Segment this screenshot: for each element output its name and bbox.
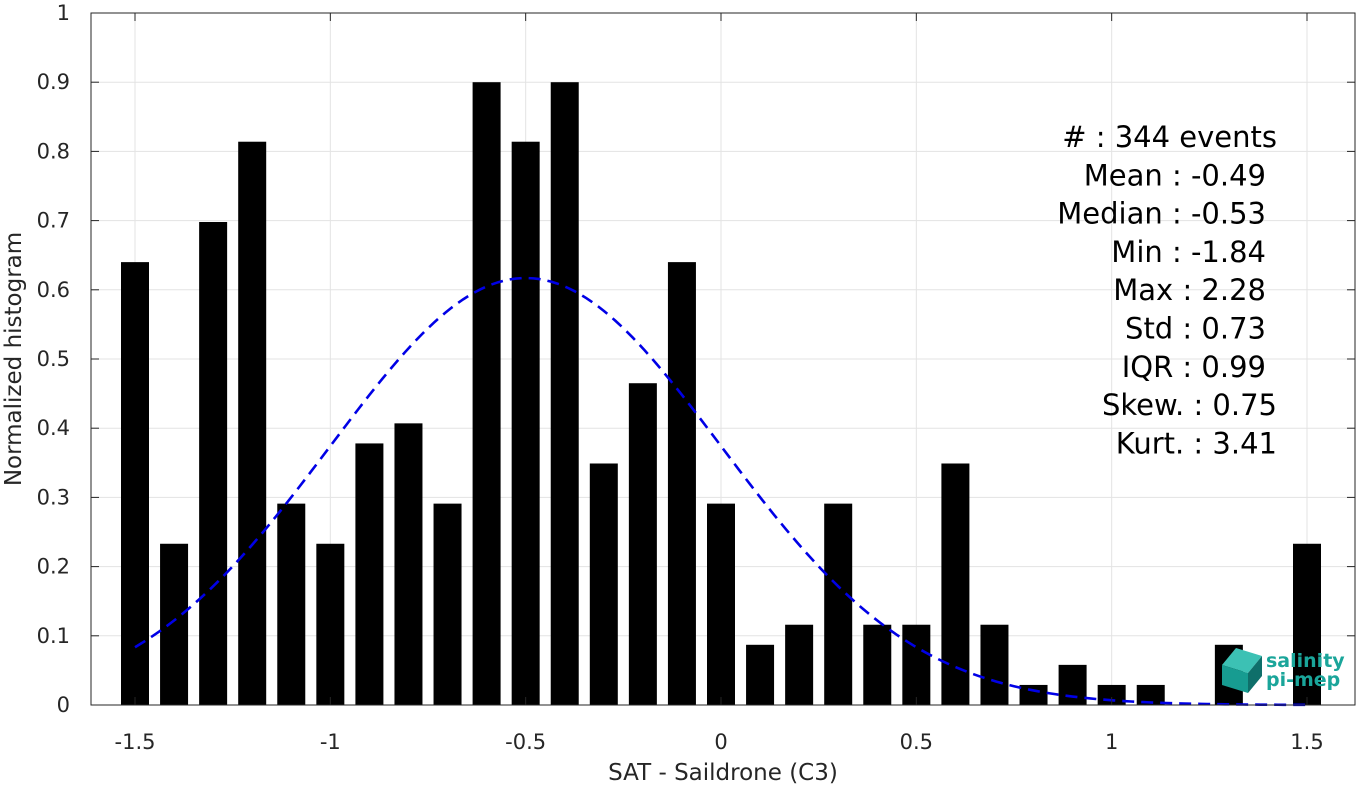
- stats-line: IQR : 0.99: [1122, 350, 1266, 384]
- histogram-bar: [785, 624, 814, 705]
- histogram-bar: [316, 543, 345, 705]
- y-tick-label: 0.2: [37, 555, 70, 579]
- y-tick-label: 0.7: [37, 209, 70, 233]
- x-tick-label: -1: [320, 730, 341, 754]
- stats-line: Std : 0.73: [1125, 312, 1266, 346]
- stats-line: Median : -0.53: [1057, 197, 1266, 231]
- stats-line: Max : 2.28: [1113, 273, 1266, 307]
- histogram-bar: [863, 624, 892, 705]
- statistics-box: # : 344 events Mean : -0.49 Median : -0.53…: [1057, 120, 1277, 460]
- y-tick-label: 0: [57, 693, 70, 717]
- stats-line: Skew. : 0.75: [1102, 388, 1277, 422]
- histogram-bar: [1293, 543, 1321, 705]
- y-tick-label: 0.6: [37, 278, 70, 302]
- histogram-bar: [355, 443, 384, 705]
- x-tick-label: 1.5: [1290, 730, 1323, 754]
- histogram-bar: [667, 262, 696, 705]
- y-tick-label: 0.5: [37, 347, 70, 371]
- histogram-bar: [589, 463, 618, 705]
- histogram-bar: [238, 141, 267, 705]
- y-tick-label: 0.4: [37, 416, 70, 440]
- y-axis-label: Normalized histogram: [1, 232, 27, 486]
- y-tick-label: 0.9: [37, 70, 70, 94]
- histogram-bar: [472, 82, 501, 705]
- x-tick-label: 0: [714, 730, 727, 754]
- histogram-bar: [980, 624, 1009, 705]
- histogram-bar: [277, 503, 306, 705]
- x-tick-label: -0.5: [505, 730, 546, 754]
- stats-line: Mean : -0.49: [1084, 158, 1266, 192]
- histogram-bar: [1136, 684, 1165, 705]
- histogram-bar: [511, 141, 540, 705]
- histogram-bar: [628, 383, 657, 705]
- logo-cube-icon: [1222, 648, 1262, 693]
- histogram-bar: [1019, 684, 1048, 705]
- y-tick-label: 0.1: [37, 624, 70, 648]
- y-tick-label: 1: [57, 1, 70, 25]
- histogram-bar: [199, 221, 228, 705]
- histogram-bar: [707, 503, 735, 705]
- histogram-bar: [746, 644, 775, 705]
- logo-line2: pi-mep: [1266, 669, 1340, 691]
- x-tick-label: -1.5: [115, 730, 156, 754]
- histogram-bar: [1058, 664, 1087, 705]
- histogram-bar: [394, 423, 423, 705]
- logo-line1: salinity: [1266, 650, 1345, 672]
- histogram-bar: [824, 503, 853, 705]
- x-tick-label: 0.5: [900, 730, 933, 754]
- stats-line: # : 344 events: [1062, 120, 1277, 154]
- salinity-pi-mep-logo: salinity pi-mep: [1222, 648, 1345, 693]
- y-tick-labels: 0 0.1 0.2 0.3 0.4 0.5 0.6 0.7 0.8 0.9 1: [37, 1, 70, 717]
- stats-line: Min : -1.84: [1111, 235, 1266, 269]
- histogram-bar: [550, 82, 579, 705]
- histogram-bar: [941, 463, 970, 705]
- histogram-bar: [160, 543, 189, 705]
- y-tick-label: 0.3: [37, 485, 70, 509]
- y-tick-label: 0.8: [37, 139, 70, 163]
- x-axis-label: SAT - Saildrone (C3): [608, 760, 838, 785]
- histogram-bar: [121, 262, 149, 705]
- x-tick-labels: -1.5 -1 -0.5 0 0.5 1 1.5: [115, 730, 1324, 754]
- histogram-bar: [433, 503, 462, 705]
- histogram-bar: [902, 624, 931, 705]
- histogram-bars: [121, 82, 1321, 705]
- stats-line: Kurt. : 3.41: [1116, 426, 1277, 460]
- x-tick-label: 1: [1105, 730, 1118, 754]
- axis-ticks: [91, 12, 1355, 706]
